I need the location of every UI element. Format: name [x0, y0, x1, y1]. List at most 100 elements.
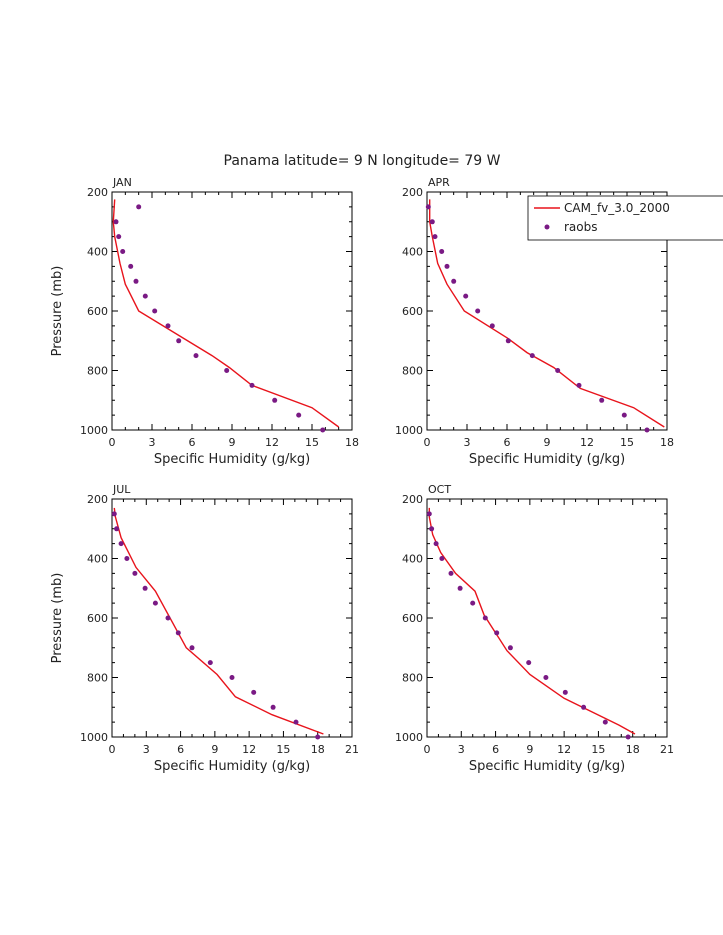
raob-point: [599, 397, 605, 403]
raob-point: [555, 368, 561, 373]
raob-point: [175, 630, 181, 636]
x-tick-label: 12: [242, 743, 256, 756]
raob-point: [429, 526, 435, 532]
x-tick-label: 15: [591, 743, 605, 756]
raob-point: [644, 427, 650, 433]
raob-point: [320, 427, 326, 433]
raob-point: [489, 323, 495, 329]
x-tick-label: 18: [311, 743, 325, 756]
raob-point: [482, 615, 488, 621]
x-tick-label: 12: [580, 436, 594, 449]
y-tick-label: 800: [402, 365, 423, 378]
y-tick-label: 1000: [395, 731, 423, 744]
model-line: [429, 199, 665, 428]
raob-point: [475, 308, 481, 314]
y-axis-label: Pressure (mb): [50, 573, 65, 664]
raob-point: [296, 412, 302, 418]
y-tick-label: 600: [402, 305, 423, 318]
panel-label: OCT: [428, 483, 451, 496]
raob-point: [142, 585, 148, 591]
y-tick-label: 400: [402, 553, 423, 566]
x-tick-label: 9: [544, 436, 551, 449]
x-tick-label: 0: [424, 743, 431, 756]
model-line: [112, 199, 340, 428]
raob-point: [193, 353, 199, 359]
x-tick-label: 0: [424, 436, 431, 449]
raob-point: [116, 234, 122, 240]
y-tick-label: 600: [402, 612, 423, 625]
raob-point: [581, 704, 587, 710]
y-tick-label: 600: [87, 612, 108, 625]
y-tick-label: 1000: [80, 424, 108, 437]
raob-point: [425, 204, 431, 210]
legend-obs-swatch: [544, 224, 550, 230]
raob-point: [272, 397, 278, 403]
x-tick-label: 3: [143, 743, 150, 756]
raob-point: [470, 600, 476, 606]
x-tick-label: 12: [557, 743, 571, 756]
x-tick-label: 9: [211, 743, 218, 756]
raob-point: [251, 689, 257, 695]
raob-point: [494, 630, 500, 636]
raob-point: [152, 308, 158, 314]
x-tick-label: 12: [265, 436, 279, 449]
x-tick-label: 6: [189, 436, 196, 449]
plot-frame: [426, 498, 668, 738]
y-tick-label: 400: [87, 246, 108, 259]
raob-point: [576, 382, 582, 388]
legend-obs-label: raobs: [564, 220, 598, 234]
raob-point: [189, 645, 195, 651]
x-tick-label: 0: [109, 436, 116, 449]
model-line: [113, 507, 324, 735]
raob-point: [625, 734, 631, 740]
y-tick-label: 800: [402, 672, 423, 685]
raob-point: [111, 511, 117, 517]
raob-point: [457, 585, 463, 591]
x-tick-label: 9: [526, 743, 533, 756]
panel-jan: 0 3 6 9 12 15 18 200 400 600 800 1000 JAN Specific Hu…: [50, 176, 359, 467]
raob-point: [602, 719, 608, 725]
raob-point: [426, 511, 432, 517]
x-tick-label: 21: [660, 743, 674, 756]
raob-point: [132, 570, 138, 576]
x-tick-label: 18: [626, 743, 640, 756]
panel-label: JUL: [112, 483, 131, 496]
y-tick-label: 200: [87, 186, 108, 199]
y-axis-label: Pressure (mb): [50, 266, 65, 357]
raob-point: [439, 249, 445, 254]
raob-point: [543, 675, 549, 680]
x-tick-label: 15: [305, 436, 319, 449]
raob-point: [152, 600, 158, 606]
x-tick-label: 3: [149, 436, 156, 449]
x-tick-label: 3: [464, 436, 471, 449]
x-tick-label: 0: [109, 743, 116, 756]
y-tick-label: 600: [87, 305, 108, 318]
raob-point: [432, 234, 438, 240]
y-tick-label: 200: [87, 493, 108, 506]
raob-point: [429, 219, 435, 225]
x-tick-label: 9: [229, 436, 236, 449]
raob-point: [249, 382, 255, 388]
raob-point: [621, 412, 627, 418]
raob-point: [207, 660, 213, 666]
raob-point: [526, 660, 532, 666]
raob-point: [293, 719, 299, 725]
panel-label: APR: [428, 176, 450, 189]
x-tick-label: 15: [620, 436, 634, 449]
x-tick-label: 21: [345, 743, 359, 756]
y-tick-label: 200: [402, 493, 423, 506]
x-tick-label: 18: [660, 436, 674, 449]
y-tick-label: 400: [87, 553, 108, 566]
y-tick-label: 1000: [395, 424, 423, 437]
legend-box: [527, 195, 723, 241]
x-tick-label: 18: [345, 436, 359, 449]
x-tick-label: 6: [492, 743, 499, 756]
raob-point: [176, 338, 182, 344]
raob-point: [433, 541, 439, 547]
raob-point: [124, 556, 130, 561]
x-tick-label: 6: [504, 436, 511, 449]
y-tick-label: 1000: [80, 731, 108, 744]
